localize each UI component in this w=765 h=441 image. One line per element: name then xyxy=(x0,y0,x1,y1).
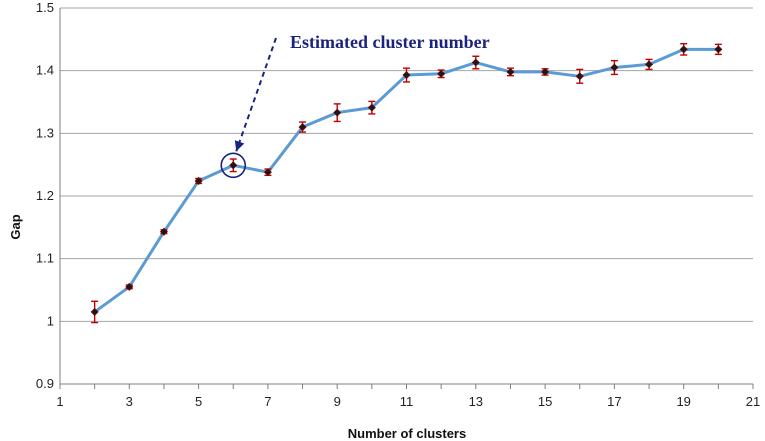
y-tick-labels: 0.9 1 1.1 1.2 1.3 1.4 1.5 xyxy=(36,0,54,391)
y-tick-label: 1.4 xyxy=(36,63,54,78)
data-point xyxy=(298,123,307,132)
x-tick-label: 7 xyxy=(264,394,271,409)
data-point xyxy=(263,168,272,177)
x-tick-label: 11 xyxy=(400,394,414,409)
data-point xyxy=(645,60,654,69)
x-tick-label: 9 xyxy=(334,394,341,409)
gap-series xyxy=(90,43,723,324)
data-point xyxy=(229,161,238,170)
data-point xyxy=(437,69,446,78)
y-tick-label: 1.3 xyxy=(36,125,54,140)
x-tick-label: 5 xyxy=(195,394,202,409)
x-tick-label: 3 xyxy=(126,394,133,409)
data-point xyxy=(610,63,619,72)
data-point xyxy=(125,282,134,291)
data-point xyxy=(159,227,168,236)
x-tick-labels: 1 3 5 7 9 11 13 15 17 19 21 xyxy=(56,394,760,409)
annotation-text: Estimated cluster number xyxy=(290,32,490,52)
y-axis-title: Gap xyxy=(8,214,23,239)
data-point xyxy=(541,67,550,76)
y-tick-label: 1.1 xyxy=(36,251,54,266)
annotation-circle xyxy=(220,152,247,179)
x-tick-label: 13 xyxy=(469,394,483,409)
y-tick-label: 0.9 xyxy=(36,376,54,391)
annotation: Estimated cluster number xyxy=(220,32,490,179)
x-axis-title: Number of clusters xyxy=(348,426,466,441)
data-point xyxy=(471,58,480,67)
data-point xyxy=(90,307,99,316)
data-point xyxy=(333,108,342,117)
axes xyxy=(59,8,754,389)
y-tick-label: 1.5 xyxy=(36,0,54,15)
y-tick-label: 1.2 xyxy=(36,188,54,203)
y-tick-label: 1 xyxy=(47,313,54,328)
annotation-arrow-head xyxy=(234,140,245,152)
data-point xyxy=(402,71,411,80)
x-tick-label: 15 xyxy=(538,394,552,409)
x-tick-label: 1 xyxy=(56,394,63,409)
x-tick-label: 17 xyxy=(607,394,621,409)
x-tick-label: 19 xyxy=(676,394,690,409)
data-point xyxy=(679,45,688,54)
data-point xyxy=(714,45,723,54)
data-point xyxy=(506,67,515,76)
data-point xyxy=(367,103,376,112)
annotation-arrow-line xyxy=(235,37,277,152)
series-line xyxy=(93,47,719,314)
data-point xyxy=(575,72,584,81)
grid-lines xyxy=(60,7,753,322)
data-point xyxy=(194,176,203,185)
x-tick-label: 21 xyxy=(746,394,760,409)
